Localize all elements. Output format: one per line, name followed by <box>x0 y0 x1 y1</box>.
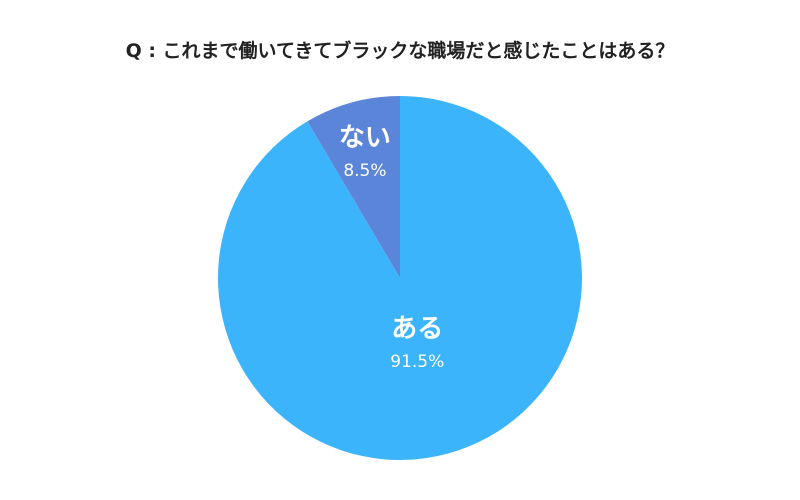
slice-label-1: ない <box>339 123 391 153</box>
pie-slice-1 <box>307 96 400 278</box>
slice-percent-0: 91.5% <box>390 352 444 372</box>
pie-labels: ある 91.5% ない 8.5% <box>339 123 444 372</box>
slice-percent-1: 8.5% <box>343 161 386 181</box>
pie-slices <box>218 96 583 460</box>
pie-slice-0 <box>218 96 583 460</box>
chart-title: Q : これまで働いてきてブラックな職場だと感じたことはある？ <box>125 40 675 62</box>
slice-label-0: ある <box>391 314 443 344</box>
